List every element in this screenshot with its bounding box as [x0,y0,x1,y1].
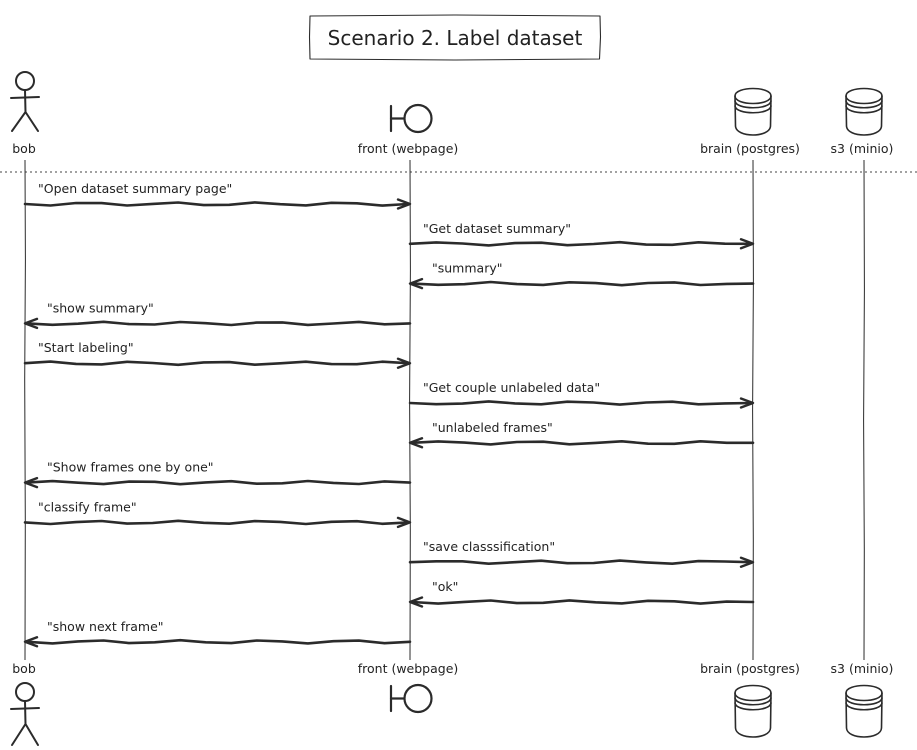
participant-label: bob [12,661,36,676]
message-4: "show summary" [23,300,412,330]
participant-bob-top: bob [10,71,40,156]
arrowhead-icon [739,397,755,409]
participant-label: s3 (minio) [831,141,894,156]
message-12: "show next frame" [23,619,412,648]
participant-s3-bottom: s3 (minio) [831,661,894,738]
participant-label: bob [12,141,36,156]
database-icon [845,684,883,738]
message-label: "show summary" [47,300,154,315]
arrowhead-icon [23,476,39,489]
message-label: "summary" [432,261,502,276]
message-6: "Get couple unlabeled data" [408,380,755,409]
message-arrow [23,201,410,207]
lifeline-front [409,159,411,661]
message-5: "Start labeling" [23,340,412,369]
boundary-icon [389,103,433,134]
message-arrow [408,400,753,406]
message-label: "Show frames one by one" [47,460,214,475]
arrowhead-icon [408,437,424,449]
database-icon [845,87,883,136]
message-arrow [410,599,755,605]
arrowhead-icon [396,357,412,369]
message-label: "classify frame" [38,499,137,514]
participant-label: front (webpage) [358,661,459,676]
message-9: "classify frame" [23,499,412,529]
actor-icon [10,71,40,132]
diagram-title: Scenario 2. Label dataset [308,14,602,61]
message-arrow [25,320,412,327]
arrowhead-icon [408,277,424,290]
actor-icon [10,682,40,746]
message-label: "Get couple unlabeled data" [423,380,600,395]
database-icon [734,87,772,136]
arrowhead-icon [23,636,39,648]
message-7: "unlabeled frames" [408,420,755,449]
participant-bob-bottom: bob [10,661,40,746]
participant-label: brain (postgres) [700,661,800,676]
arrowhead-icon [396,516,412,529]
message-10: "save classsification" [408,539,755,568]
message-arrow [410,440,755,446]
boundary-icon [389,683,433,714]
arrowhead-icon [739,556,755,568]
lifeline-s3 [863,159,865,661]
message-arrow [25,638,412,645]
messages: "Open dataset summary page" "Get dataset … [23,181,755,648]
message-1: "Open dataset summary page" [23,181,412,210]
message-arrow [408,240,753,247]
participant-label: brain (postgres) [700,141,800,156]
message-label: "Open dataset summary page" [38,181,232,196]
message-arrow [408,559,753,565]
message-arrow [23,360,410,367]
participant-front-bottom: front (webpage) [358,661,459,714]
participant-brain-bottom: brain (postgres) [700,661,800,738]
title-frame [308,14,602,61]
message-11: "ok" [408,579,755,608]
lifeline-bob [24,159,26,661]
participant-label: s3 (minio) [831,661,894,676]
message-label: "show next frame" [47,619,164,634]
message-label: "Get dataset summary" [423,221,571,236]
participant-s3-top: s3 (minio) [831,87,894,156]
database-icon [734,684,772,738]
message-arrow [410,280,755,287]
message-label: "save classsification" [423,539,555,554]
participant-brain-top: brain (postgres) [700,87,800,156]
message-8: "Show frames one by one" [23,460,412,489]
lifeline-brain [752,159,754,661]
message-arrow [25,479,412,486]
title-text: Scenario 2. Label dataset [328,26,583,50]
message-label: "unlabeled frames" [432,420,553,435]
arrowhead-icon [739,238,755,250]
message-3: "summary" [408,261,755,290]
arrowhead-icon [408,596,424,608]
message-2: "Get dataset summary" [408,221,755,250]
message-label: "Start labeling" [38,340,134,355]
arrowhead-icon [396,198,412,210]
message-arrow [23,519,410,526]
participant-label: front (webpage) [358,141,459,156]
message-label: "ok" [432,579,458,594]
participant-front-top: front (webpage) [358,103,459,156]
arrowhead-icon [23,317,39,330]
